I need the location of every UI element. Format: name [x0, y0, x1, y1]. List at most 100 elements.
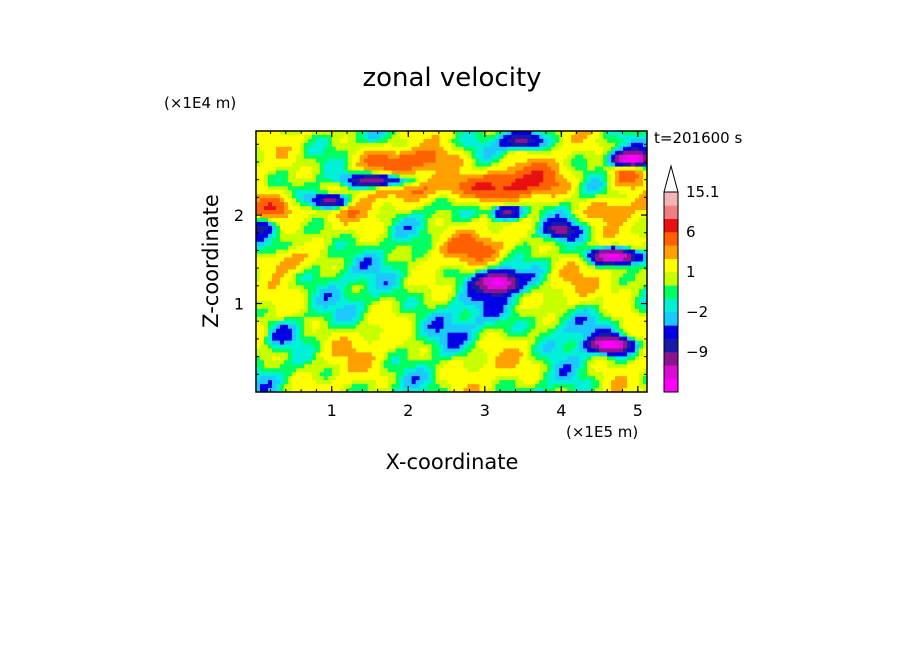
field-cell: [643, 146, 647, 152]
field-cell: [263, 285, 269, 290]
field-cell: [323, 293, 329, 298]
field-cell: [271, 182, 277, 187]
field-cell: [351, 273, 357, 278]
field-cell: [467, 218, 473, 223]
field-cell: [287, 131, 293, 136]
field-cell: [343, 162, 349, 168]
field-cell: [259, 308, 265, 314]
field-cell: [423, 206, 429, 211]
field-cell: [419, 285, 425, 290]
field-cell: [411, 241, 417, 247]
field-cell: [643, 166, 647, 172]
field-cell: [395, 182, 401, 187]
field-cell: [423, 218, 429, 223]
field-cell: [307, 289, 313, 294]
field-cell: [487, 210, 492, 215]
field-cell: [551, 138, 556, 144]
field-cell: [343, 277, 349, 282]
field-cell: [583, 146, 588, 152]
field-cell: [615, 316, 620, 322]
field-cell: [267, 233, 273, 239]
field-cell: [607, 146, 612, 152]
field-cell: [523, 206, 528, 211]
field-cell: [323, 158, 329, 164]
field-cell: [383, 210, 389, 215]
field-cell: [423, 233, 429, 239]
field-cell: [375, 174, 381, 180]
field-cell: [256, 328, 261, 334]
field-cell: [383, 241, 389, 247]
field-cell: [283, 154, 289, 160]
field-cell: [639, 265, 644, 270]
field-cell: [519, 229, 524, 235]
field-cell: [499, 237, 504, 243]
field-cell: [447, 142, 453, 148]
field-cell: [411, 316, 417, 322]
field-cell: [399, 233, 405, 239]
field-cell: [415, 316, 421, 322]
field-cell: [567, 301, 572, 306]
field-cell: [351, 305, 357, 310]
field-cell: [291, 308, 297, 314]
field-cell: [519, 308, 524, 314]
field-cell: [639, 170, 644, 176]
field-cell: [375, 308, 381, 314]
field-cell: [295, 198, 301, 203]
field-cell: [551, 261, 556, 267]
field-cell: [503, 305, 508, 310]
field-cell: [539, 324, 544, 330]
field-cell: [571, 131, 576, 136]
field-cell: [435, 214, 441, 219]
field-cell: [499, 324, 504, 330]
field-cell: [283, 312, 289, 318]
field-cell: [599, 166, 604, 172]
field-cell: [307, 214, 313, 219]
field-cell: [343, 170, 349, 176]
field-cell: [483, 249, 489, 255]
field-cell: [423, 308, 429, 314]
field-cell: [443, 316, 449, 322]
field-cell: [571, 146, 576, 152]
field-cell: [271, 186, 277, 191]
field-cell: [427, 170, 433, 176]
field-cell: [275, 249, 281, 255]
field-cell: [523, 237, 528, 243]
field-cell: [383, 131, 389, 136]
field-cell: [611, 162, 616, 168]
field-cell: [327, 142, 333, 148]
field-cell: [575, 131, 580, 136]
field-cell: [487, 170, 492, 176]
field-cell: [275, 174, 281, 180]
field-cell: [375, 182, 381, 187]
field-cell: [383, 245, 389, 251]
field-cell: [363, 285, 369, 290]
field-cell: [623, 289, 628, 294]
field-cell: [303, 178, 309, 183]
field-cell: [527, 233, 532, 239]
field-cell: [499, 150, 504, 156]
field-cell: [567, 312, 572, 318]
field-cell: [431, 150, 437, 156]
field-cell: [427, 245, 433, 251]
field-cell: [395, 162, 401, 168]
field-cell: [403, 138, 409, 144]
field-cell: [567, 261, 572, 267]
field-cell: [391, 131, 397, 136]
field-cell: [583, 297, 588, 302]
field-cell: [331, 142, 337, 148]
field-cell: [571, 312, 576, 318]
field-cell: [343, 253, 349, 259]
field-cell: [515, 241, 520, 247]
field-cell: [443, 261, 449, 267]
field-cell: [415, 206, 421, 211]
field-cell: [571, 134, 576, 140]
field-cell: [575, 233, 580, 239]
field-cell: [375, 170, 381, 176]
field-cell: [611, 320, 616, 326]
field-cell: [363, 308, 369, 314]
field-cell: [355, 320, 361, 326]
field-cell: [303, 142, 309, 148]
field-cell: [435, 186, 441, 191]
field-cell: [635, 198, 640, 203]
field-cell: [463, 301, 469, 306]
